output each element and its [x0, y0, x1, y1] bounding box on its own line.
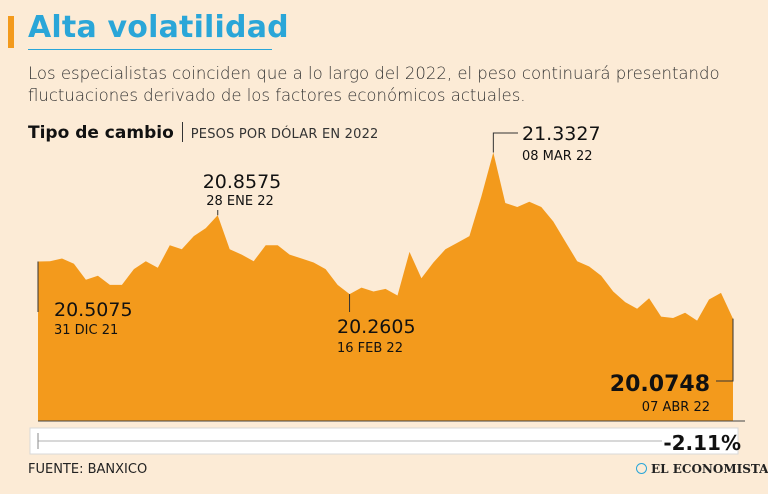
page-title: Alta volatilidad: [28, 10, 289, 45]
annotation-value-start: 20.5075: [54, 299, 133, 321]
annotation-date-start: 31 DIC 21: [54, 323, 118, 338]
title-underline: [28, 49, 272, 50]
chart-header: Tipo de cambio PESOS POR DÓLAR EN 2022: [28, 122, 379, 143]
annotation-line-mar: [492, 132, 518, 153]
chart-unit: PESOS POR DÓLAR EN 2022: [190, 127, 379, 142]
header-divider: [181, 122, 183, 142]
annotation-date-mar: 08 MAR 22: [522, 149, 593, 164]
exchange-rate-area: [38, 152, 733, 421]
title-accent-bar: [8, 16, 14, 48]
annotation-date-feb: 16 FEB 22: [337, 341, 403, 356]
annotation-line-end: [716, 318, 734, 382]
chart-title: Tipo de cambio: [28, 123, 174, 143]
percent-change: -2.11%: [663, 431, 741, 455]
annotation-date-jan: 28 ENE 22: [206, 194, 274, 209]
annotation-value-jan: 20.8575: [203, 171, 282, 193]
brand-name: EL ECONOMISTA: [651, 462, 768, 476]
globe-icon: [636, 463, 647, 474]
source-note: FUENTE: BANXICO: [28, 462, 148, 477]
subtitle: Los especialistas coinciden que a lo lar…: [28, 64, 720, 105]
annotation-value-end: 20.0748: [610, 372, 710, 397]
annotation-value-feb: 20.2605: [337, 316, 416, 338]
brand-logo: EL ECONOMISTA: [636, 462, 768, 476]
annotation-value-mar: 21.3327: [522, 123, 601, 145]
annotation-date-end: 07 ABR 22: [642, 400, 710, 415]
